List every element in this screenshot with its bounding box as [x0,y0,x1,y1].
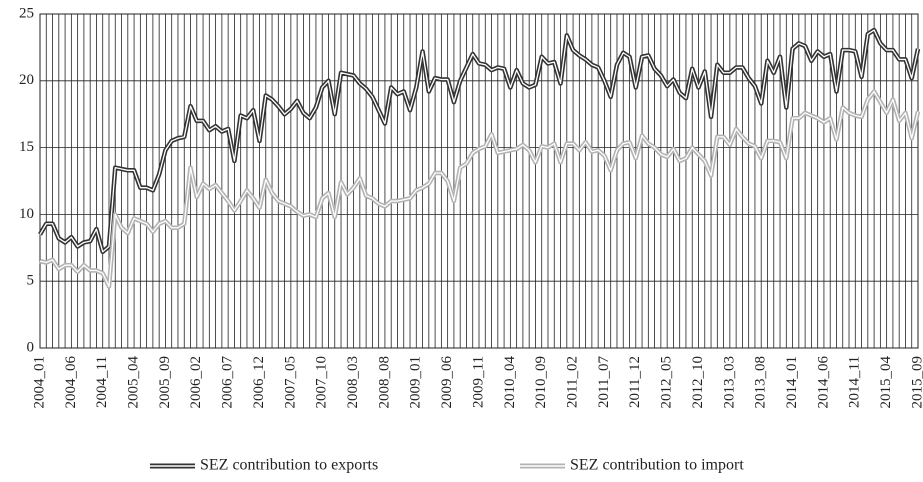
x-tick-label: 2014_11 [847,356,863,408]
x-tick-label: 2011_02 [565,356,581,408]
y-tick-label: 5 [27,273,35,289]
x-tick-label: 2013_03 [721,356,737,409]
x-tick-label: 2009_11 [470,356,486,408]
x-tick-label: 2015_04 [878,356,894,409]
x-tick-label: 2011_07 [596,356,612,408]
x-tick-label: 2012_05 [659,356,675,409]
x-tick-label: 2009_06 [439,356,455,409]
x-tick-label: 2012_10 [690,356,706,409]
x-tick-label: 2006_02 [188,356,204,409]
x-tick-label: 2014_01 [784,356,800,409]
x-tick-label: 2004_06 [63,356,79,409]
series-line-inner [39,29,919,253]
x-tick-label: 2006_12 [251,356,267,409]
x-tick-label: 2009_01 [408,356,424,409]
x-tick-label: 2010_09 [533,356,549,409]
x-tick-label: 2005_09 [157,356,173,409]
x-tick-label: 2013_08 [753,356,769,409]
y-tick-label: 0 [27,339,35,355]
x-tick-label: 2008_08 [376,356,392,409]
plot-frame [39,13,919,349]
x-tick-label: 2004_01 [31,356,47,409]
x-tick-label: 2014_06 [815,356,831,409]
x-tick-label: 2007_10 [314,356,330,409]
y-tick-label: 10 [19,206,34,222]
y-tick-label: 20 [19,72,34,88]
y-tick-label: 25 [19,5,34,21]
x-tick-label: 2006_07 [220,356,236,409]
x-tick-label: 2015_09 [909,356,923,409]
legend-label: SEZ contribution to exports [200,457,378,474]
x-tick-label: 2011_12 [627,356,643,408]
x-tick-label: 2010_04 [502,356,518,409]
series-line-inner [39,90,919,288]
x-tick-label: 2008_03 [345,356,361,409]
x-tick-label: 2005_04 [126,356,142,409]
legend-label: SEZ contribution to import [570,457,744,474]
y-tick-label: 15 [19,139,34,155]
x-tick-label: 2007_05 [282,356,298,409]
x-tick-label: 2004_11 [94,356,110,408]
